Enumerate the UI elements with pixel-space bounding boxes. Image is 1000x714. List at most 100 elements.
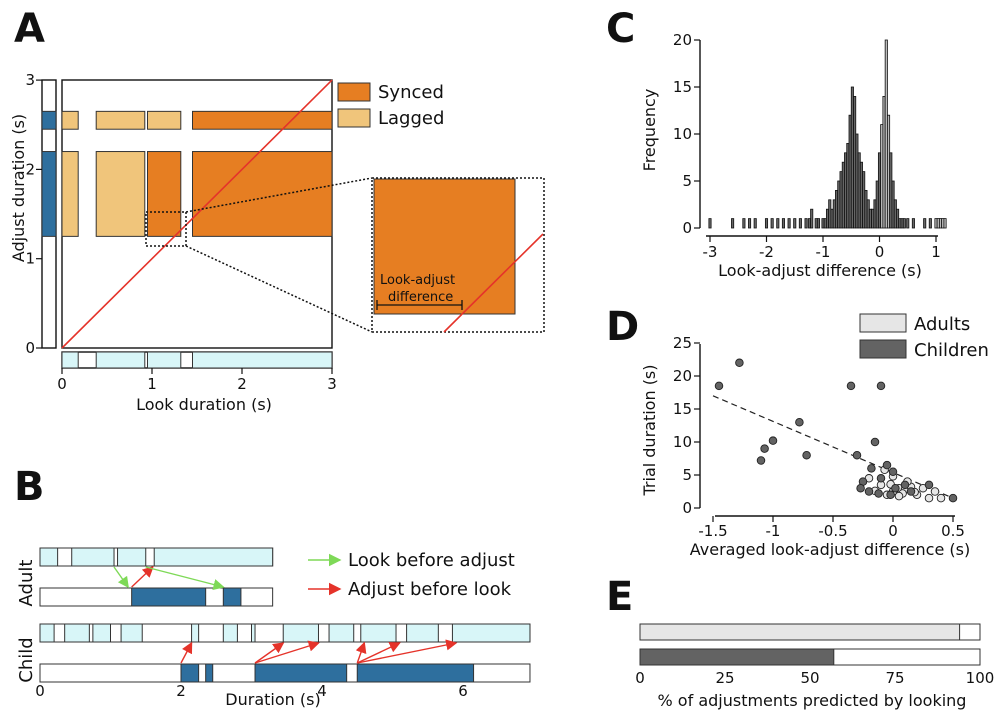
- panel-c-x-axis-label: Look-adjust difference (s): [718, 261, 922, 280]
- panel-d-y-tick-label: 20: [673, 367, 692, 385]
- panel-e-x-tick-label: 50: [800, 669, 819, 687]
- panel-a-look-segment: [192, 351, 333, 369]
- panel-b-look-segment: [328, 623, 355, 643]
- panel-d-x-tick-label: -0.5: [818, 522, 847, 540]
- panel-c-y-tick-label: 0: [682, 219, 692, 237]
- panel-a-look-segment: [61, 351, 79, 369]
- panel-d-point-children: [856, 483, 865, 493]
- panel-b-arrow-adjust-before-look: [254, 642, 285, 664]
- panel-e-x-tick-label: 0: [635, 669, 645, 687]
- panel-b-arrow-adjust-before-look: [357, 639, 458, 664]
- panel-c-histogram-bar: [793, 218, 797, 229]
- legend-label-synced: Synced: [378, 82, 444, 103]
- legend-label-lagged: Lagged: [378, 108, 444, 129]
- panel-b-arrow-adjust-before-look: [180, 641, 193, 664]
- panel-d-point-children: [714, 381, 724, 391]
- panel-e-bar-children: [639, 648, 835, 666]
- panel-c-histogram-bar: [781, 218, 785, 229]
- panel-a-x-axis-label: Look duration (s): [136, 395, 272, 414]
- panel-d-x-axis-label: Averaged look-adjust difference (s): [690, 540, 970, 559]
- panel-d-point-children: [802, 450, 811, 460]
- panel-e-x-tick-label: 75: [885, 669, 904, 687]
- panel-b-arrow-adjust-before-look: [131, 566, 154, 588]
- panel-e-x-axis-label: % of adjustments predicted by looking: [658, 691, 967, 710]
- panel-c-histogram-bar: [902, 218, 906, 229]
- panel-d-point-children: [867, 464, 876, 473]
- panel-a-lagged-rect: [95, 151, 146, 237]
- panel-b-arrow-adjust-before-look: [355, 641, 367, 664]
- panel-a-x-tick-label: 3: [327, 375, 337, 393]
- panel-c-histogram-bar: [708, 218, 712, 229]
- panel-d-point-adults: [924, 493, 934, 503]
- panel-b-look-segment: [282, 623, 319, 643]
- legend-swatch-adults: [859, 313, 907, 333]
- panel-b-row-label-child: Child: [16, 637, 37, 682]
- panel-a-look-segment: [95, 351, 146, 369]
- panel-d-point-adults: [936, 493, 946, 503]
- panel-b-look-segment: [191, 623, 200, 643]
- panel-d-point-children: [846, 381, 856, 391]
- panel-b-look-segment: [222, 623, 238, 643]
- panel-d-point-children: [924, 480, 934, 490]
- panel-c-y-tick-label: 20: [673, 31, 692, 49]
- zoom-annotation-line2: difference: [388, 290, 453, 305]
- panel-c-histogram-bar: [770, 218, 774, 229]
- panel-c-histogram-bar: [798, 218, 802, 229]
- panel-b-look-segment: [39, 547, 59, 567]
- panel-c-y-tick-label: 10: [673, 125, 692, 143]
- panel-d-x-tick-label: -1: [766, 522, 781, 540]
- panel-c-histogram-bar: [923, 218, 927, 229]
- panel-d-point-children: [768, 436, 778, 445]
- zoom-source-box: [145, 211, 187, 247]
- panel-a-x-tick-label: 2: [237, 375, 247, 393]
- panel-a-adjust-segment: [41, 110, 57, 130]
- panel-a-x-tick-label: 1: [147, 375, 157, 393]
- panel-c-histogram-bar: [804, 218, 808, 229]
- panel-c-histogram-bar: [776, 218, 780, 229]
- panel-b-look-segment: [39, 623, 55, 643]
- panel-e: 0 25 50 75 100 % of adjustments predicted by…: [635, 623, 994, 710]
- panel-d-point-children: [864, 487, 874, 496]
- zoom-inset-identity-line: [443, 233, 544, 333]
- panel-b-x-axis-label: Duration (s): [225, 690, 320, 709]
- panel-d-point-children: [852, 450, 862, 460]
- panel-d-y-tick-label: 10: [673, 433, 692, 451]
- panel-label-c: C: [606, 6, 635, 52]
- panel-b-look-segment: [451, 623, 531, 643]
- panel-a-y-tick-label: 2: [25, 160, 35, 178]
- panel-d-x-tick-label: -1.5: [698, 522, 727, 540]
- panel-c-histogram-bar: [906, 218, 910, 229]
- panel-d-point-children: [891, 483, 900, 493]
- panel-b-look-segment: [117, 547, 147, 567]
- panel-d-point-children: [735, 358, 744, 368]
- panel-c-x-tick-label: -1: [816, 243, 831, 261]
- panel-a-y-axis-label: Adjust duration (s): [9, 114, 28, 262]
- panel-b-x-tick-label: 6: [458, 682, 468, 700]
- panel-b-x-tick-label: 0: [35, 682, 45, 700]
- legend-label-adults: Adults: [914, 314, 970, 335]
- legend-label-children: Children: [914, 340, 989, 361]
- panel-c-histogram-bar: [753, 218, 757, 229]
- panel-b: 0 2 4 6 Duration (s) Adult Child Look befor…: [16, 547, 531, 709]
- panel-b-look-segment: [92, 623, 111, 643]
- panel-c-histogram-bar: [911, 218, 915, 229]
- panel-a-lagged-rect: [147, 110, 182, 130]
- panel-c-histogram-bar: [748, 218, 752, 229]
- panel-b-adjust-segment: [254, 663, 348, 683]
- panel-c-y-axis-label: Frequency: [640, 89, 659, 172]
- panel-a-synced-rect: [147, 151, 182, 237]
- panel-d-y-axis-label: Trial duration (s): [640, 364, 659, 496]
- panel-c-histogram-bar: [928, 218, 932, 229]
- panel-c-x-tick-label: 0: [875, 243, 885, 261]
- panel-c-x-tick-label: 1: [931, 243, 941, 261]
- panel-label-d: D: [606, 304, 639, 350]
- panel-b-adjust-segment: [180, 663, 200, 683]
- panel-a-synced-rect: [192, 110, 333, 130]
- panel-d-trend-line: [712, 395, 954, 499]
- panel-d-point-children: [760, 444, 769, 453]
- panel-b-look-segment: [251, 623, 256, 643]
- panel-c-histogram-bar: [943, 218, 947, 229]
- panel-d-point-children: [876, 381, 886, 391]
- legend-swatch-children: [859, 339, 907, 359]
